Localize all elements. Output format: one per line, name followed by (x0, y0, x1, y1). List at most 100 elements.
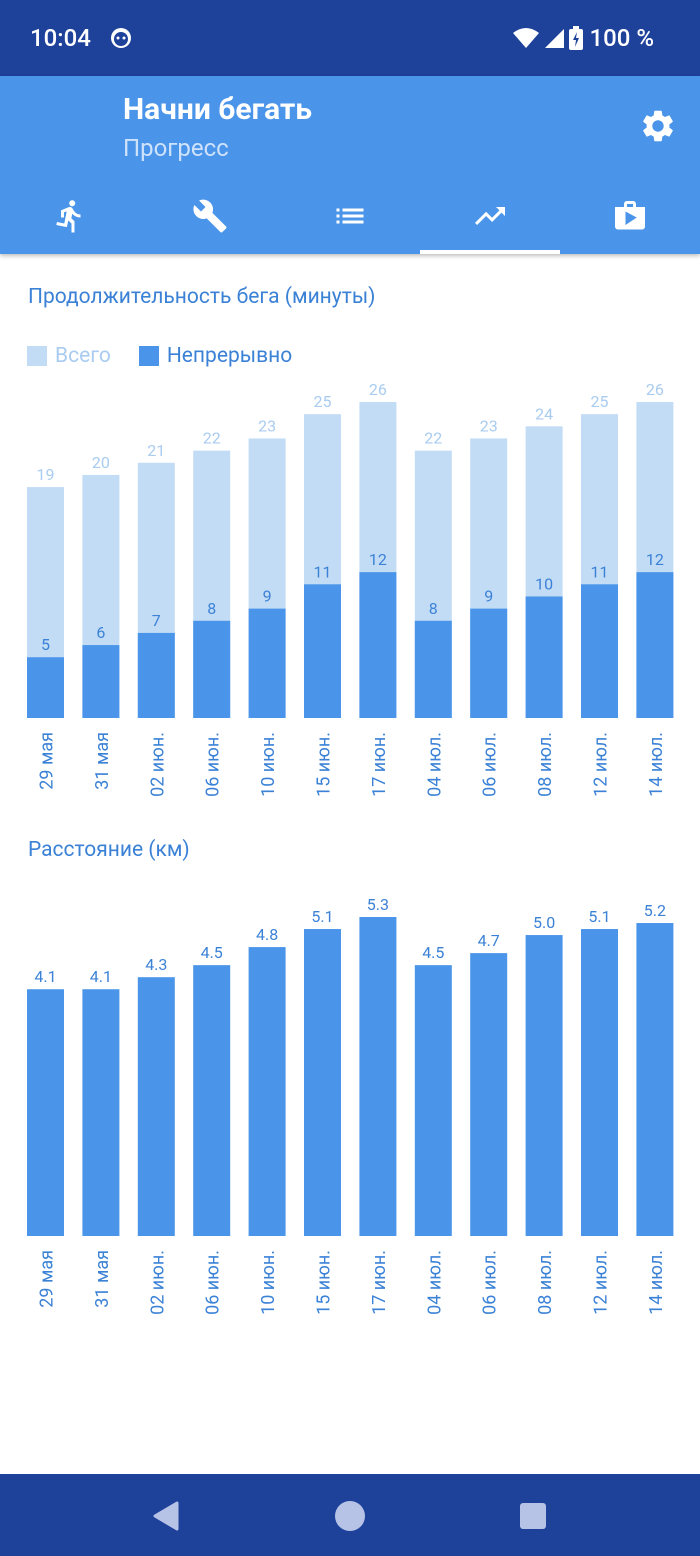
x-tick-label: 06 июн. (203, 1250, 224, 1315)
bar-continuous (359, 572, 397, 718)
bar-label-distance: 4.1 (34, 967, 56, 986)
bar-distance (248, 947, 286, 1236)
status-icons (513, 26, 584, 50)
bar-distance (359, 917, 397, 1236)
bar-label-total: 26 (369, 380, 387, 399)
bar-distance (193, 965, 231, 1236)
bar-label-distance: 4.8 (256, 925, 278, 944)
tab-tools[interactable] (140, 178, 280, 254)
battery-icon (569, 26, 584, 50)
tab-shop[interactable] (560, 178, 700, 254)
x-tick-label: 06 июл. (480, 1250, 501, 1315)
x-tick-label: 04 июл. (424, 1250, 445, 1315)
bar-label-continuous: 9 (263, 587, 272, 606)
bar-distance (636, 923, 674, 1236)
bar-distance (27, 989, 64, 1236)
legend-item-total: Всего (27, 344, 111, 368)
bar-label-total: 25 (591, 392, 609, 411)
tab-bar (0, 178, 700, 254)
bar-continuous (636, 572, 674, 718)
x-tick-label: 06 июл. (480, 732, 501, 797)
bar-label-total: 22 (203, 429, 221, 448)
x-tick-label: 02 июн. (147, 1250, 168, 1315)
bar-label-total: 21 (147, 441, 165, 460)
legend-swatch-total (27, 346, 47, 366)
x-tick-label: 02 июн. (147, 732, 168, 797)
bar-distance (470, 953, 508, 1236)
bar-distance (82, 989, 120, 1236)
bar-label-continuous: 5 (41, 635, 50, 654)
tab-run[interactable] (0, 178, 140, 254)
legend-item-continuous: Непрерывно (138, 344, 292, 368)
bar-label-total: 24 (535, 404, 553, 423)
bar-label-continuous: 7 (152, 611, 161, 630)
bar-label-total: 23 (258, 416, 276, 435)
legend-label-total: Всего (55, 344, 111, 368)
bar-label-distance: 4.1 (90, 967, 112, 986)
bar-label-total: 23 (480, 416, 498, 435)
distance-chart-title: Расстояние (км) (28, 838, 190, 862)
bar-label-distance: 5.0 (533, 913, 555, 932)
nav-recents-button[interactable] (511, 1494, 555, 1538)
x-tick-label: 10 июн. (258, 732, 279, 797)
bar-label-continuous: 11 (591, 562, 609, 581)
bar-continuous (581, 584, 618, 718)
x-tick-label: 14 июл. (646, 1250, 667, 1315)
home-circle-icon (335, 1501, 365, 1531)
bar-label-continuous: 10 (535, 574, 553, 593)
bar-continuous (137, 632, 175, 718)
legend-swatch-continuous (138, 346, 159, 366)
bar-label-distance: 4.5 (422, 943, 444, 962)
bar-label-total: 20 (92, 453, 110, 472)
bar-label-total: 26 (646, 380, 664, 399)
nav-back-button[interactable] (144, 1494, 188, 1538)
signal-icon (545, 29, 565, 48)
bar-label-continuous: 12 (369, 550, 387, 569)
x-tick-label: 06 июн. (203, 732, 224, 797)
bar-continuous (193, 620, 231, 718)
distance-chart: 4.1 29 мая 4.1 31 мая 4.3 02 июн. 4.5 06 июн. 4.… (0, 890, 700, 1330)
bar-label-total: 19 (37, 465, 55, 484)
bar-label-continuous: 12 (646, 550, 664, 569)
bar-label-continuous: 9 (484, 587, 493, 606)
settings-button[interactable] (636, 104, 680, 148)
wifi-icon (513, 28, 540, 48)
bar-distance (304, 929, 341, 1236)
status-time: 10:04 (30, 24, 91, 52)
bar-continuous (470, 608, 508, 718)
battery-percent: 100 % (589, 24, 654, 52)
app-subtitle: Прогресс (123, 134, 229, 162)
nav-home-button[interactable] (328, 1494, 372, 1538)
bar-label-distance: 5.1 (588, 907, 610, 926)
bar-continuous (525, 596, 563, 718)
bar-continuous (304, 584, 341, 718)
x-tick-label: 08 июл. (535, 1250, 556, 1315)
wrench-icon (193, 199, 227, 233)
bar-label-continuous: 8 (429, 599, 438, 618)
app-title: Начни бегать (123, 92, 313, 127)
bar-label-distance: 4.3 (145, 955, 167, 974)
x-tick-label: 14 июл. (646, 732, 667, 797)
x-tick-label: 04 июл. (424, 732, 445, 797)
shop-bag-icon (615, 201, 645, 230)
bar-label-continuous: 8 (207, 599, 216, 618)
x-tick-label: 31 мая (92, 1250, 113, 1308)
status-right: 100 % (513, 24, 654, 52)
duration-chart-svg: 19 5 29 мая 20 6 31 мая 21 7 02 июн. 22 8 06 июн. 23… (27, 380, 674, 797)
x-tick-label: 17 июн. (369, 732, 390, 797)
tab-progress[interactable] (420, 178, 560, 254)
x-tick-label: 29 мая (37, 732, 58, 790)
x-tick-label: 08 июл. (535, 732, 556, 797)
tab-list[interactable] (280, 178, 420, 254)
recents-square-icon (520, 1503, 546, 1529)
bar-label-distance: 4.7 (478, 931, 500, 950)
gear-icon (643, 110, 673, 142)
bar-label-total: 25 (314, 392, 332, 411)
bar-label-distance: 5.2 (644, 901, 666, 920)
x-tick-label: 15 июн. (314, 732, 335, 797)
duration-chart-title: Продолжительность бега (минуты) (28, 285, 376, 309)
bar-continuous (248, 608, 286, 718)
trending-up-icon (475, 207, 505, 225)
system-nav-bar (0, 1474, 700, 1556)
back-triangle-icon (153, 1501, 179, 1531)
